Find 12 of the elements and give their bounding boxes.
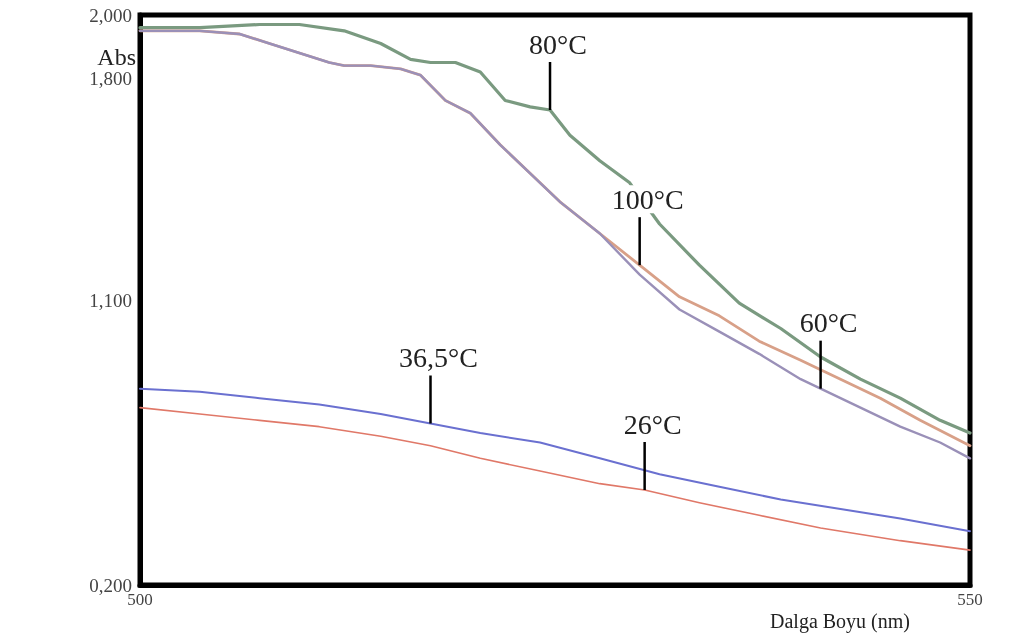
y-tick-label: 1,800: [89, 67, 132, 89]
annotation: 36,5°C: [399, 342, 478, 373]
x-tick-label: 550: [957, 590, 983, 609]
annotation: 26°C: [623, 408, 682, 440]
y-tick-label: 0,200: [89, 574, 132, 596]
y-axis-title: Abs: [97, 43, 136, 70]
annotation: 80°C: [529, 28, 587, 60]
x-axis-title: Dalga Boyu (nm): [770, 610, 910, 633]
y-tick-label: 2,000: [89, 4, 132, 26]
annotation: 100°C: [611, 183, 684, 215]
y-tick-label: 1,100: [89, 289, 132, 311]
annotation: 60°C: [799, 307, 858, 339]
